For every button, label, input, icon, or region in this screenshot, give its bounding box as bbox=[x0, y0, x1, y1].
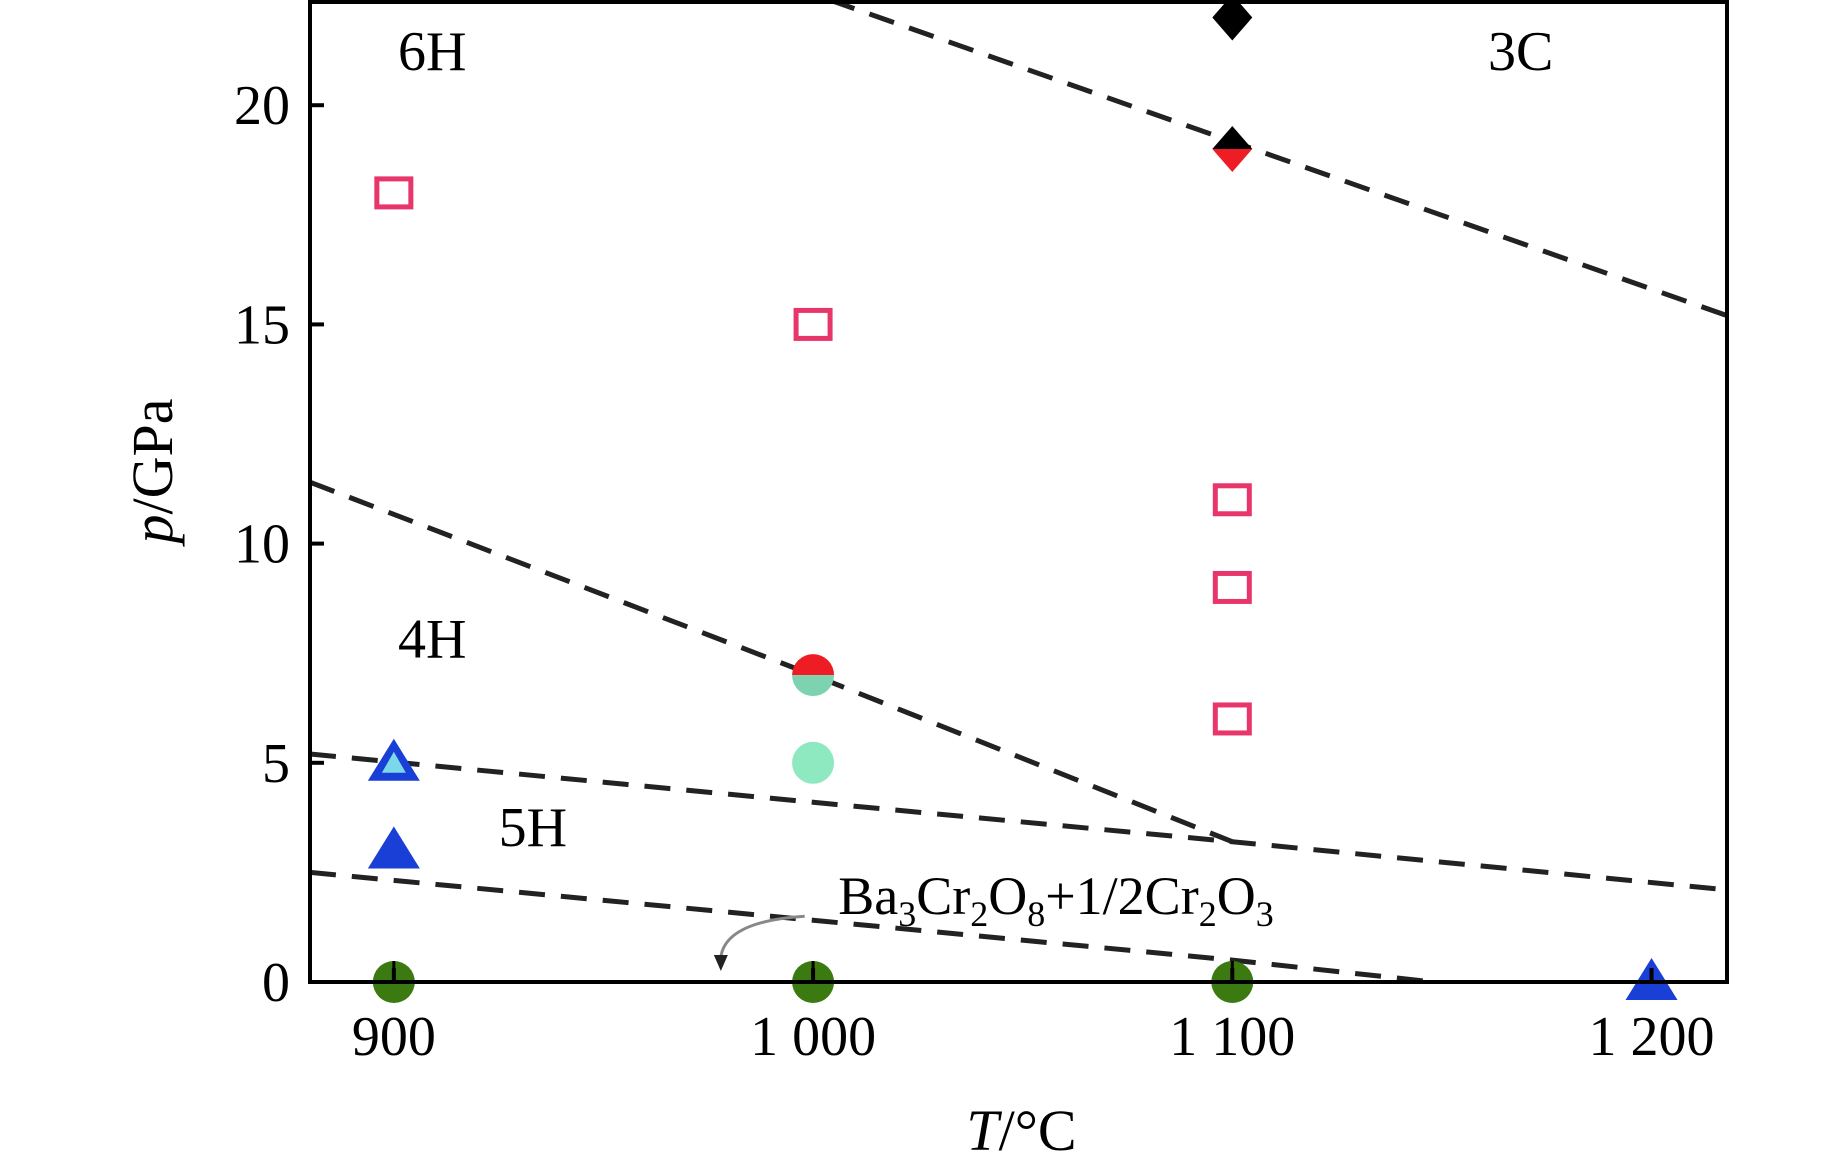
formula-subscript: 2 bbox=[970, 894, 988, 934]
y-axis-title: p/GPa bbox=[120, 399, 185, 548]
formula-text: Cr bbox=[916, 866, 970, 926]
phase-boundary-line bbox=[310, 869, 1434, 982]
x-tick-label: 1 000 bbox=[750, 1006, 876, 1068]
data-point-circle bbox=[792, 741, 835, 784]
data-point-triangle bbox=[367, 738, 420, 781]
phase-formula-label: Ba3Cr2O8+1/2Cr2O3 bbox=[838, 866, 1273, 934]
formula-text: O bbox=[988, 866, 1027, 926]
region-labels: 6H 3C 4H 5H bbox=[398, 21, 1553, 859]
data-point-circle-split bbox=[792, 654, 835, 697]
data-point-triangle bbox=[367, 826, 420, 869]
data-point-open-square bbox=[374, 176, 414, 210]
region-label: 4H bbox=[398, 609, 466, 671]
formula-subscript: 3 bbox=[1256, 894, 1274, 934]
x-axis-title-italic: T bbox=[966, 1098, 1002, 1163]
data-point-open-square bbox=[1212, 702, 1252, 736]
phase-boundary-line bbox=[828, 0, 1727, 318]
x-tick-label: 1 100 bbox=[1169, 1006, 1295, 1068]
y-tick-label: 10 bbox=[234, 514, 290, 576]
y-tick-label: 20 bbox=[234, 75, 290, 137]
annotation-arrowhead bbox=[713, 955, 728, 972]
region-label: 3C bbox=[1488, 21, 1553, 83]
y-tick-label: 15 bbox=[234, 294, 290, 356]
phase-boundary-line bbox=[310, 479, 1234, 845]
y-axis-title-rest: /GPa bbox=[120, 399, 185, 515]
formula-subscript: 8 bbox=[1027, 894, 1045, 934]
plot-frame bbox=[308, 0, 1729, 984]
annotation: Ba3Cr2O8+1/2Cr2O3 bbox=[713, 866, 1274, 972]
formula-text: Ba bbox=[838, 866, 898, 926]
y-tick-label: 5 bbox=[262, 733, 290, 795]
x-tick-label: 900 bbox=[352, 1006, 436, 1068]
region-label: 6H bbox=[398, 21, 466, 83]
formula-subscript: 3 bbox=[898, 894, 916, 934]
axis-ticks: 900 1 000 1 100 1 200 0 5 10 15 20 bbox=[234, 75, 1715, 1068]
phase-boundary-line bbox=[310, 751, 1727, 893]
data-point-diamond bbox=[1212, 0, 1253, 41]
x-axis-title: T/°C bbox=[966, 1098, 1076, 1163]
formula-text: O bbox=[1217, 866, 1256, 926]
y-axis-title-italic: p bbox=[120, 515, 185, 548]
formula-subscript: 2 bbox=[1199, 894, 1217, 934]
data-point-open-square bbox=[1212, 483, 1252, 517]
y-tick-label: 0 bbox=[262, 952, 290, 1014]
data-point-open-square bbox=[1212, 570, 1252, 604]
region-label: 5H bbox=[499, 797, 567, 859]
x-tick-label: 1 200 bbox=[1589, 1006, 1715, 1068]
data-point-open-square bbox=[793, 307, 833, 341]
phase-boundaries bbox=[310, 0, 1727, 982]
data-point-diamond-split bbox=[1212, 126, 1253, 173]
formula-text: +1/2Cr bbox=[1045, 866, 1198, 926]
x-axis-title-rest: /°C bbox=[999, 1098, 1077, 1163]
annotation-arrow bbox=[719, 914, 805, 958]
